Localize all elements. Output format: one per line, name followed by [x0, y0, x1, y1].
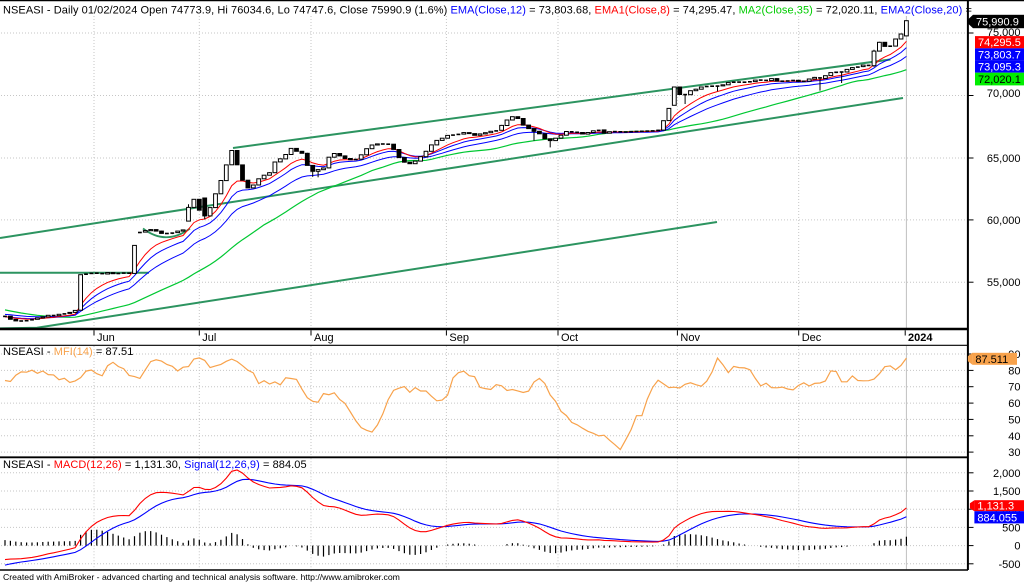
svg-text:60: 60 [1008, 398, 1020, 410]
svg-text:884.055: 884.055 [977, 512, 1017, 524]
svg-text:70,000: 70,000 [987, 88, 1021, 100]
svg-text:75,000: 75,000 [987, 27, 1021, 39]
svg-text:73,095.3: 73,095.3 [978, 62, 1021, 74]
svg-text:1,131.3: 1,131.3 [977, 501, 1014, 513]
svg-text:500: 500 [1002, 522, 1020, 534]
svg-text:Dec: Dec [802, 332, 822, 344]
svg-text:75,990.9: 75,990.9 [976, 17, 1019, 29]
svg-text:-500: -500 [998, 559, 1020, 571]
svg-text:40: 40 [1008, 431, 1020, 443]
svg-text:87.511: 87.511 [975, 354, 1008, 366]
svg-text:Oct: Oct [561, 332, 578, 344]
svg-text:30: 30 [1008, 447, 1020, 459]
svg-text:Jun: Jun [97, 332, 115, 344]
svg-text:NSEASI - MACD(12,26) = 1,131.3: NSEASI - MACD(12,26) = 1,131.30, Signal(… [3, 459, 307, 471]
svg-text:72,020.1: 72,020.1 [978, 74, 1021, 86]
svg-text:74,295.5: 74,295.5 [978, 37, 1021, 49]
svg-text:Aug: Aug [314, 332, 334, 344]
svg-text:65,000: 65,000 [987, 153, 1021, 165]
svg-text:1,500: 1,500 [993, 486, 1021, 498]
svg-text:Jul: Jul [202, 332, 216, 344]
svg-text:Sep: Sep [449, 332, 469, 344]
svg-text:60,000: 60,000 [987, 215, 1021, 227]
svg-text:Created with AmiBroker - advan: Created with AmiBroker - advanced charti… [3, 572, 400, 582]
svg-text:NSEASI - Daily 01/02/2024 Open: NSEASI - Daily 01/02/2024 Open 74773.9, … [3, 5, 972, 17]
svg-text:2024: 2024 [908, 332, 933, 344]
svg-text:80: 80 [1008, 365, 1020, 377]
svg-text:0: 0 [1014, 541, 1020, 553]
svg-text:Nov: Nov [680, 332, 700, 344]
svg-text:NSEASI - MFI(14) = 87.51: NSEASI - MFI(14) = 87.51 [3, 346, 133, 358]
svg-text:55,000: 55,000 [987, 277, 1021, 289]
svg-text:50: 50 [1008, 414, 1020, 426]
svg-text:73,803.7: 73,803.7 [978, 49, 1021, 61]
svg-text:70: 70 [1008, 382, 1020, 394]
svg-text:2,000: 2,000 [993, 468, 1021, 480]
